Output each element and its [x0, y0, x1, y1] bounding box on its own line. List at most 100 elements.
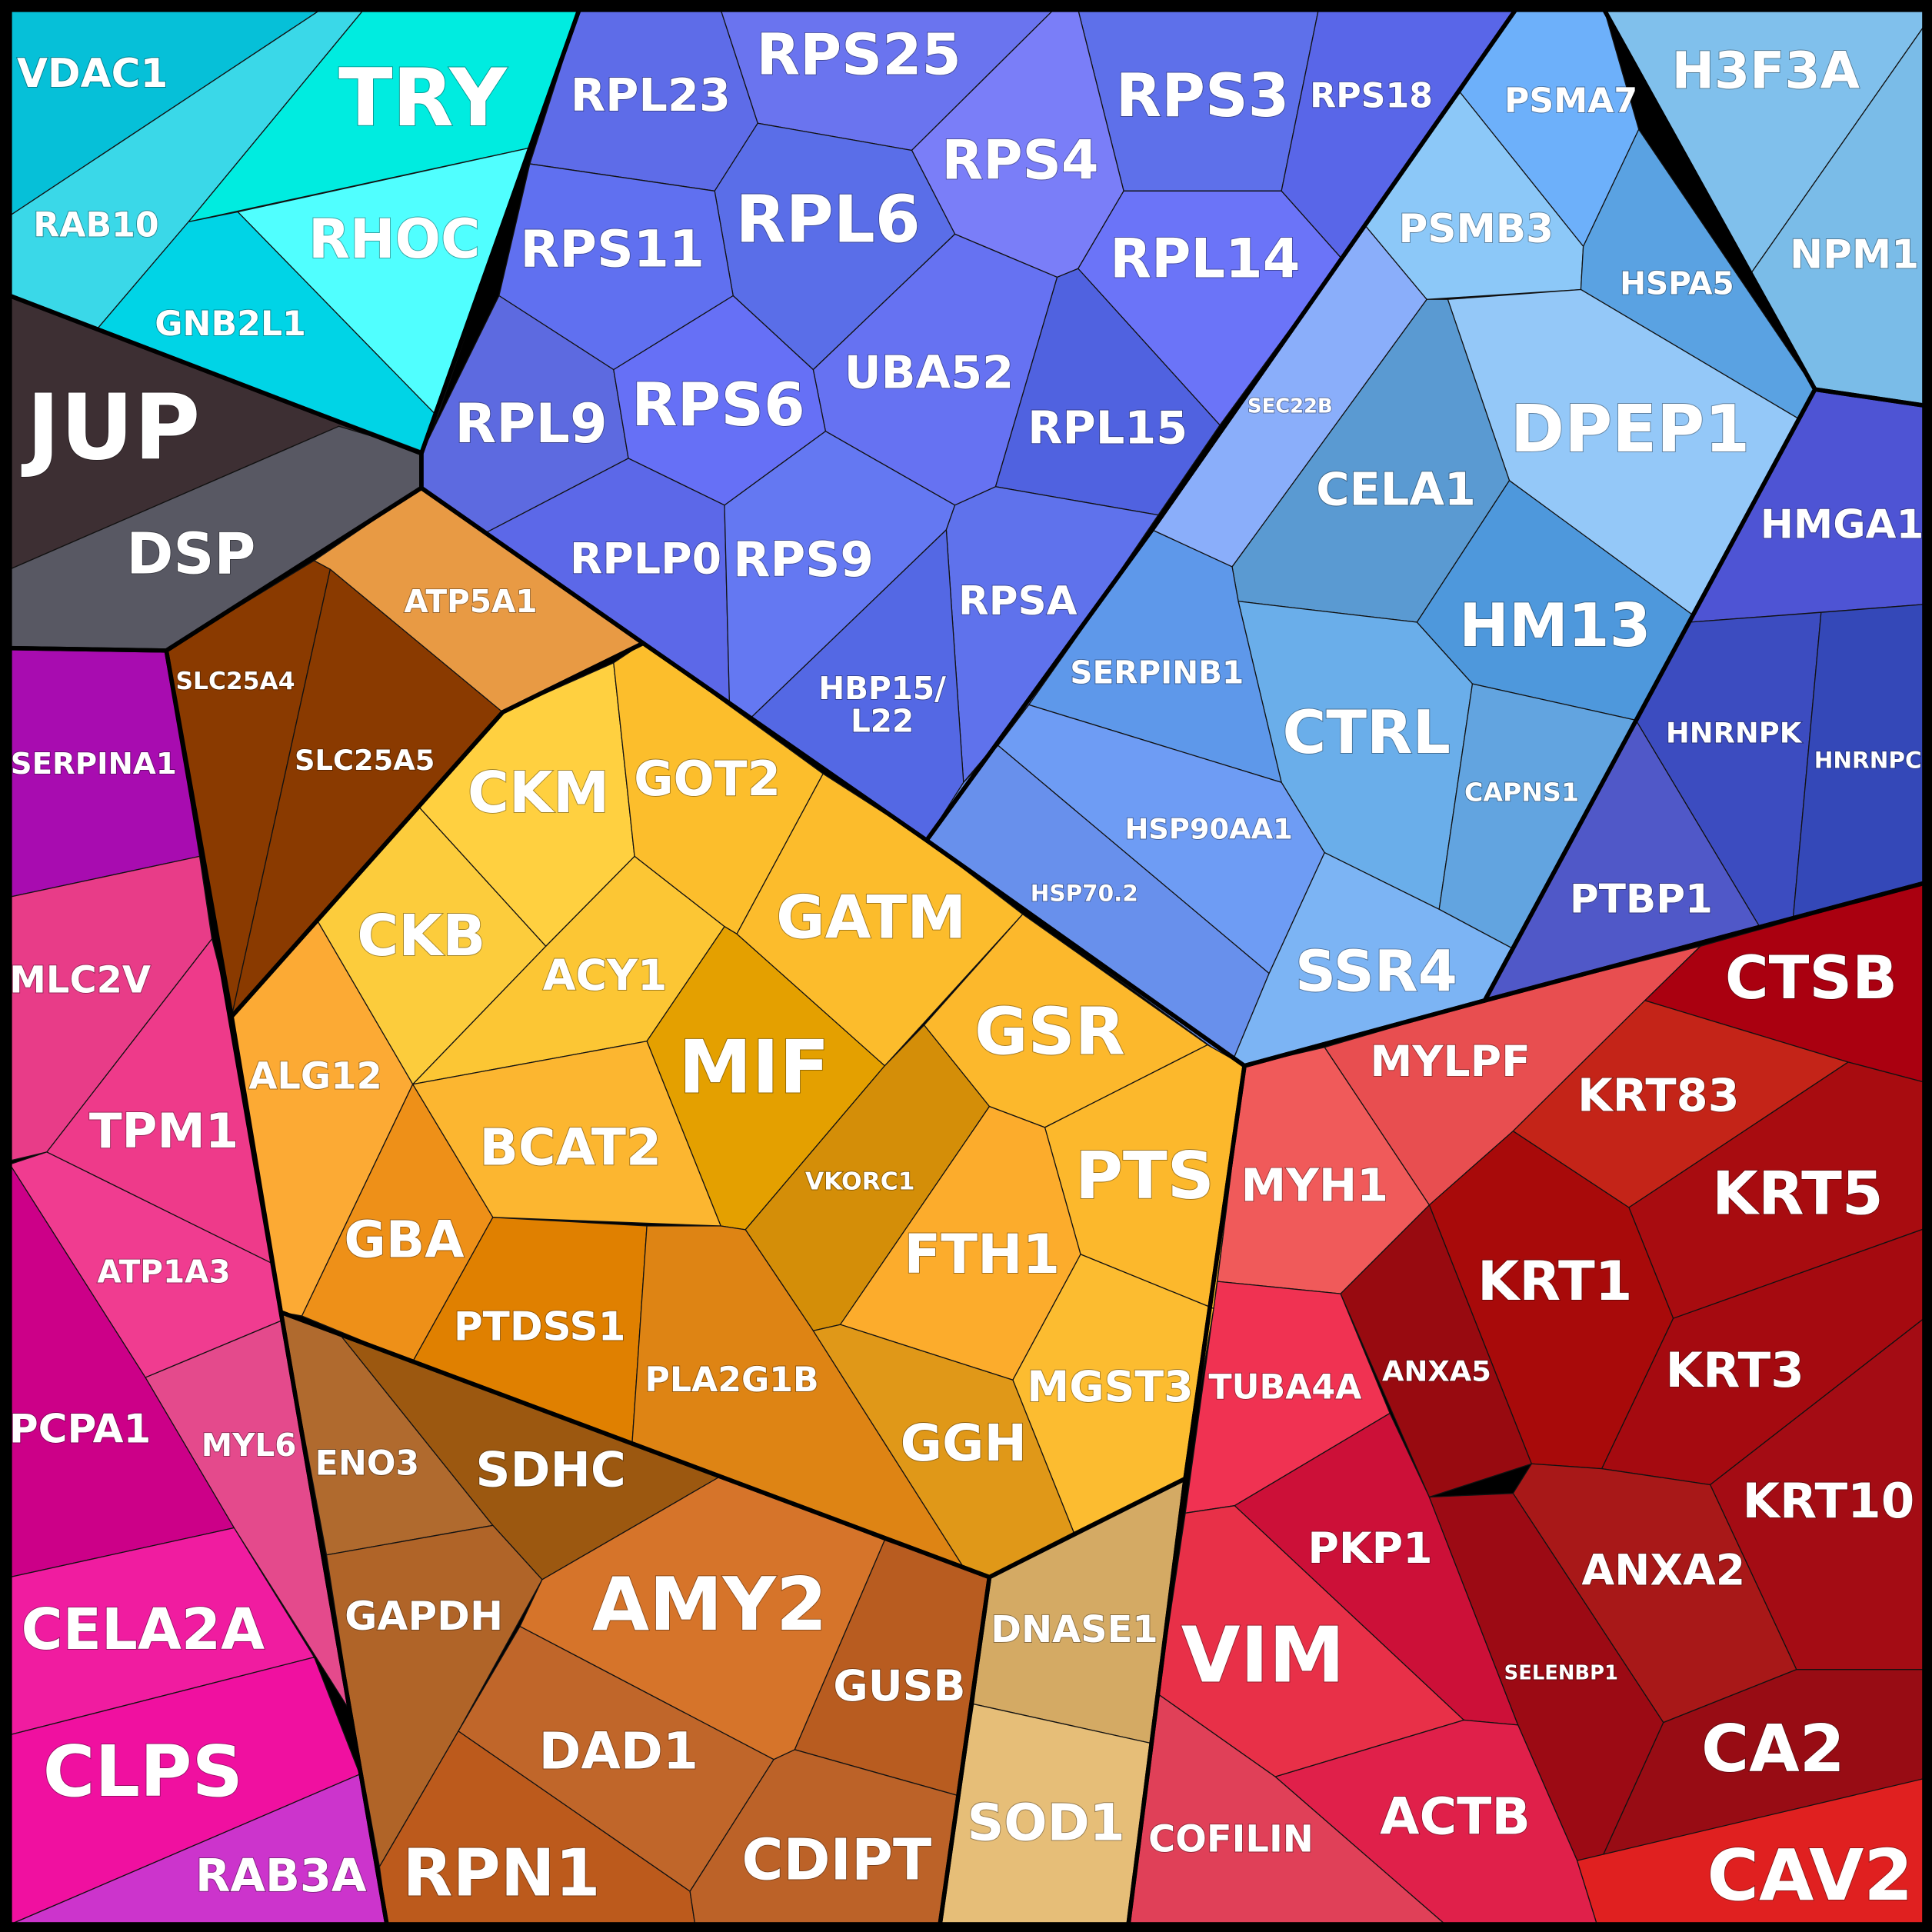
cell-label: PSMB3	[1399, 206, 1554, 252]
cell-label: DPEP1	[1511, 391, 1750, 467]
cell-label: GGH	[901, 1413, 1027, 1473]
cell-label: SDHC	[475, 1442, 625, 1498]
cell-label: BCAT2	[479, 1118, 661, 1178]
cell-label: KRT3	[1666, 1342, 1804, 1398]
cell-label: KRT5	[1712, 1159, 1884, 1228]
cell-label: L22	[851, 703, 914, 740]
cell-label: TUBA4A	[1208, 1367, 1361, 1407]
cell-label: PSMA7	[1504, 82, 1637, 121]
cell-label: PTDSS1	[454, 1304, 626, 1350]
cell-label: AMY2	[592, 1561, 827, 1647]
cell-label: MIF	[678, 1024, 829, 1110]
cell-label: PTS	[1075, 1138, 1214, 1214]
cells	[9, 9, 1932, 1932]
cell-label: HSPA5	[1620, 265, 1734, 301]
cell	[1601, 1669, 1932, 1859]
cell-label: HSP70.2	[1031, 880, 1138, 906]
cell-label: DSP	[126, 521, 255, 587]
cell-label: COFILIN	[1148, 1818, 1314, 1860]
cell-label: ATP1A3	[97, 1253, 230, 1290]
cell-label: CTSB	[1725, 944, 1897, 1013]
cell-label: SLC25A5	[295, 744, 435, 777]
cell-label: SERPINA1	[11, 747, 177, 781]
cell-label: TRY	[338, 52, 508, 145]
group-borders	[8, 8, 1932, 1932]
cell-label: HM13	[1459, 591, 1651, 661]
cell-label: HBP15/	[818, 670, 946, 707]
cell-label: RPSA	[958, 578, 1078, 625]
cell-label: RPL14	[1110, 227, 1300, 290]
cell-label: RPS9	[733, 531, 874, 588]
cell-label: RPS11	[520, 219, 705, 279]
cell-label: GNB2L1	[155, 305, 306, 344]
cell-label: SLC25A4	[175, 668, 295, 695]
cell-label: MYLPF	[1370, 1038, 1531, 1087]
group-border	[1482, 387, 1932, 1003]
cell-label: VDAC1	[17, 51, 168, 97]
cell-label: TPM1	[89, 1103, 239, 1159]
cell-label: SERPINB1	[1070, 655, 1244, 691]
cell-label: CA2	[1701, 1710, 1845, 1787]
cell-label: CELA1	[1316, 463, 1476, 516]
cell-label: ENO3	[315, 1444, 420, 1484]
cell-label: CTRL	[1282, 698, 1450, 768]
group-border	[936, 1476, 1188, 1932]
cell-label: RPN1	[402, 1835, 600, 1911]
cell-label: SOD1	[967, 1792, 1124, 1852]
cell-label: RHOC	[308, 208, 480, 271]
cell-label: SSR4	[1295, 940, 1457, 1005]
cell-label: MLC2V	[9, 960, 151, 1002]
cell-label: VIM	[1181, 1612, 1345, 1700]
cell-label: GUSB	[833, 1662, 965, 1711]
cell-label: GSR	[974, 993, 1125, 1069]
cell-label: GAPDH	[345, 1594, 503, 1640]
cell-label: DAD1	[538, 1721, 698, 1781]
cell-label: CDIPT	[741, 1828, 931, 1894]
cell-label: CLPS	[43, 1730, 243, 1813]
cell	[994, 268, 1221, 516]
cell-label: PKP1	[1307, 1524, 1432, 1574]
cell	[1576, 1776, 1932, 1932]
cell-label: RPS3	[1116, 62, 1290, 131]
cell-label: RPS25	[756, 23, 961, 88]
cell-label: RPS18	[1310, 76, 1433, 115]
cell-label: ATP5A1	[404, 583, 537, 620]
cell-label: JUP	[21, 375, 200, 480]
cell-label: FTH1	[904, 1223, 1060, 1286]
cell-label: CAV2	[1707, 1834, 1913, 1917]
cell-label: ACTB	[1380, 1786, 1531, 1846]
cell-label: MYH1	[1241, 1159, 1389, 1212]
cell-label: RPLP0	[570, 535, 721, 584]
cell	[378, 1730, 697, 1932]
cell-label: HNRNPK	[1666, 717, 1803, 750]
cell-label: VKORC1	[805, 1168, 915, 1195]
cell-label: CAPNS1	[1464, 778, 1579, 808]
cell-label: ACY1	[543, 951, 668, 1001]
cell-label: DNASE1	[991, 1609, 1158, 1651]
cell-label: RPS6	[631, 371, 805, 440]
cell-label: PTBP1	[1570, 876, 1713, 922]
cell-label: MGST3	[1027, 1363, 1193, 1412]
cell-label: RAB10	[33, 206, 158, 245]
cell-label: HMGA1	[1760, 501, 1924, 548]
cell-label: UBA52	[844, 345, 1014, 398]
cell-label: RPL9	[455, 392, 608, 455]
cell-label: KRT10	[1743, 1473, 1915, 1529]
cell-label: RPL15	[1028, 401, 1188, 454]
cell-label: HNRNPC	[1814, 747, 1922, 773]
cell-label: SELENBP1	[1504, 1662, 1618, 1685]
cell-label: RPL6	[735, 182, 920, 258]
cell-label: GOT2	[634, 751, 781, 807]
cell	[1028, 529, 1282, 783]
cell-label: RPS4	[941, 128, 1098, 192]
cell-label: GBA	[344, 1210, 464, 1270]
cell-label: KRT83	[1577, 1069, 1740, 1122]
cell-label: PLA2G1B	[645, 1361, 818, 1400]
cell-label: H3F3A	[1672, 40, 1860, 100]
cell-label: MYL6	[202, 1427, 297, 1464]
cell	[689, 1749, 962, 1932]
cell-label: GATM	[776, 884, 966, 953]
